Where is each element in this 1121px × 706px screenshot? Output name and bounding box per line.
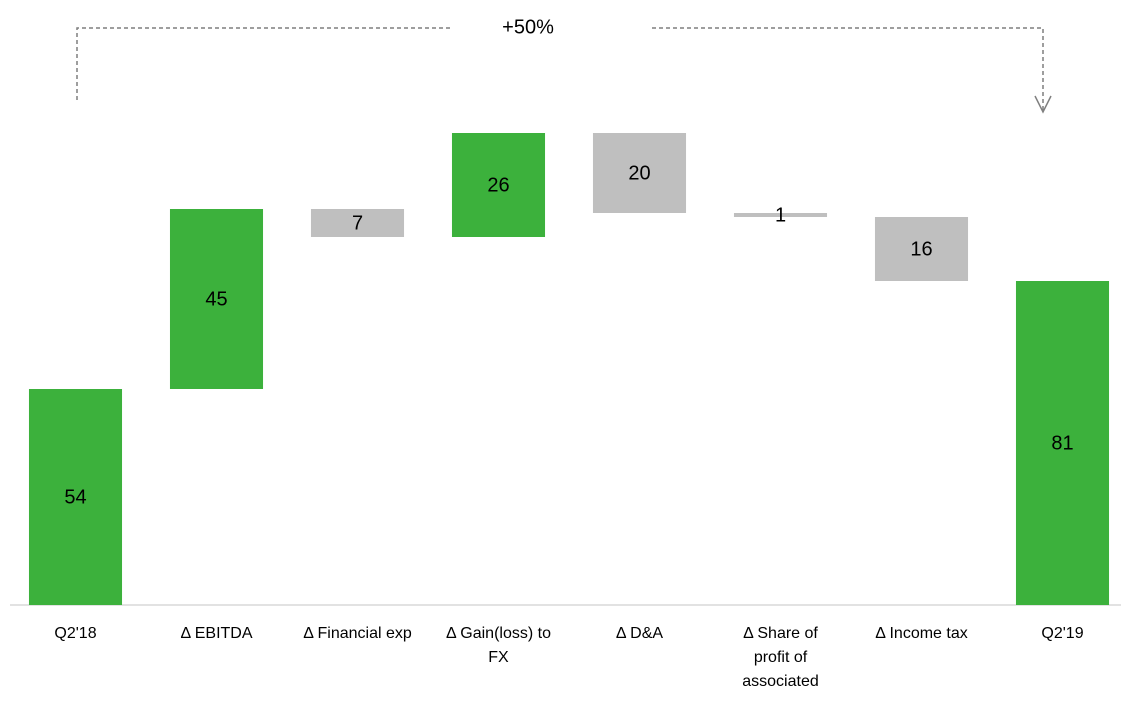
value-label: 26 <box>487 174 509 196</box>
x-tick-label: Δ Share of profit of associated <box>742 625 819 690</box>
value-label: 20 <box>628 162 650 184</box>
annotation: +50% <box>502 16 554 38</box>
value-label: 45 <box>205 288 227 310</box>
value-label: 7 <box>352 212 363 234</box>
bar <box>310 209 405 237</box>
value-label: 16 <box>910 238 932 260</box>
bracket-left <box>76 27 452 100</box>
bar <box>733 213 828 217</box>
x-tick-label: Δ Income tax <box>875 625 968 642</box>
x-tick-label: Q2'19 <box>1041 625 1084 642</box>
x-tick-label: Q2'18 <box>54 625 97 642</box>
bar <box>451 133 546 237</box>
x-tick-label: Δ Gain(loss) to FX <box>446 625 551 666</box>
bar <box>1015 281 1110 605</box>
bar <box>592 133 687 213</box>
bracket-right <box>652 27 1044 112</box>
bar <box>874 217 969 281</box>
x-tick-label: Δ D&A <box>615 625 664 642</box>
x-tick-label: Δ Financial exp <box>303 625 412 642</box>
value-label: 54 <box>64 486 86 508</box>
arrow-head <box>1034 95 1052 114</box>
bar <box>169 209 264 389</box>
bar <box>28 389 123 605</box>
value-label: 1 <box>775 204 786 226</box>
x-tick-label: Δ EBITDA <box>180 625 253 642</box>
value-label: 81 <box>1051 432 1073 454</box>
